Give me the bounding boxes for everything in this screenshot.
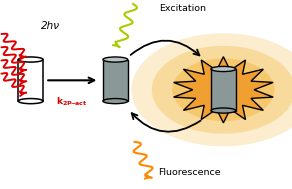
Ellipse shape [103, 98, 128, 104]
Ellipse shape [103, 57, 128, 62]
Ellipse shape [18, 98, 43, 104]
Text: Fluorescence: Fluorescence [158, 168, 220, 177]
Text: Excitation: Excitation [159, 4, 206, 13]
Text: 2hν: 2hν [41, 22, 60, 31]
Ellipse shape [18, 57, 43, 62]
Text: $\mathbf{k_{2P\!\!-\!\!act}}$: $\mathbf{k_{2P\!\!-\!\!act}}$ [56, 96, 87, 108]
Ellipse shape [211, 108, 236, 113]
Ellipse shape [211, 66, 236, 72]
Bar [211, 69, 236, 111]
Bar [103, 60, 128, 101]
Ellipse shape [131, 33, 292, 146]
Bar [18, 60, 43, 101]
Ellipse shape [152, 46, 292, 134]
Ellipse shape [172, 58, 274, 121]
Polygon shape [173, 57, 273, 123]
